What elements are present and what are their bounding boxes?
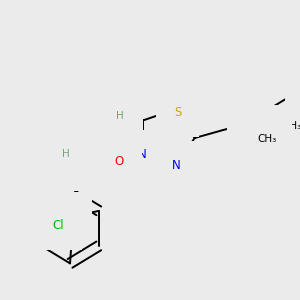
Text: N: N bbox=[138, 148, 147, 161]
Text: Cl: Cl bbox=[53, 219, 64, 232]
Text: S: S bbox=[174, 106, 182, 119]
Text: O: O bbox=[115, 155, 124, 168]
Text: CH₃: CH₃ bbox=[257, 134, 277, 144]
Text: H: H bbox=[62, 149, 70, 159]
Text: Cl: Cl bbox=[63, 209, 74, 222]
Text: O: O bbox=[245, 118, 254, 130]
Text: H: H bbox=[116, 111, 124, 122]
Text: NH: NH bbox=[63, 160, 81, 173]
Text: N: N bbox=[172, 159, 180, 172]
Text: NH: NH bbox=[108, 122, 125, 135]
Text: CH₃: CH₃ bbox=[282, 121, 300, 131]
